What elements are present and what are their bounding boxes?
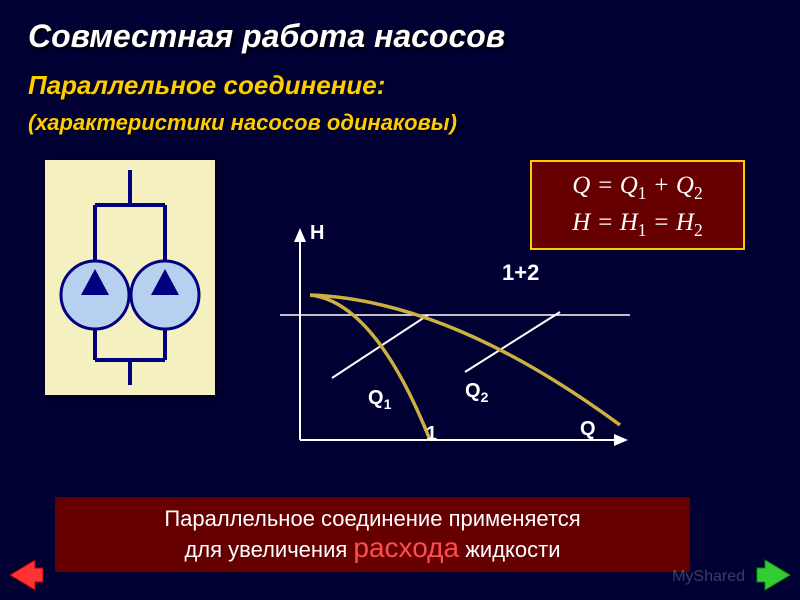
note-text: (характеристики насосов одинаковы) bbox=[28, 110, 457, 136]
label-curve-sum: 1+2 bbox=[502, 260, 539, 286]
curve-single-pump bbox=[310, 295, 430, 440]
subtitle: Параллельное соединение: bbox=[28, 70, 385, 101]
x-axis-arrow-icon bbox=[614, 434, 628, 446]
arrow-left-icon bbox=[5, 555, 45, 595]
label-q1: Q1 bbox=[368, 387, 391, 412]
label-q2: Q2 bbox=[465, 380, 488, 405]
axis-label-h: H bbox=[310, 222, 324, 245]
watermark: MyShared bbox=[672, 568, 745, 586]
nav-forward-button[interactable] bbox=[755, 555, 795, 595]
y-axis-arrow-icon bbox=[294, 228, 306, 242]
pump-schematic bbox=[45, 160, 215, 395]
chart-svg bbox=[250, 220, 650, 490]
summary-line-1: Параллельное соединение применяется bbox=[164, 506, 580, 532]
schematic-svg bbox=[45, 160, 215, 395]
formula-q: Q = Q1 + Q2 bbox=[572, 168, 702, 206]
page-title: Совместная работа насосов bbox=[28, 18, 505, 55]
axis-label-q: Q bbox=[580, 418, 596, 441]
arrow-right-icon bbox=[755, 555, 795, 595]
label-curve-1: 1 bbox=[426, 423, 437, 446]
summary-line-2: для увеличения расхода жидкости bbox=[184, 532, 560, 564]
tick-2 bbox=[465, 312, 560, 372]
summary-box: Параллельное соединение применяется для … bbox=[55, 497, 690, 572]
hq-chart: H Q Q1 Q2 1 1+2 bbox=[250, 220, 650, 490]
nav-back-button[interactable] bbox=[5, 555, 45, 595]
